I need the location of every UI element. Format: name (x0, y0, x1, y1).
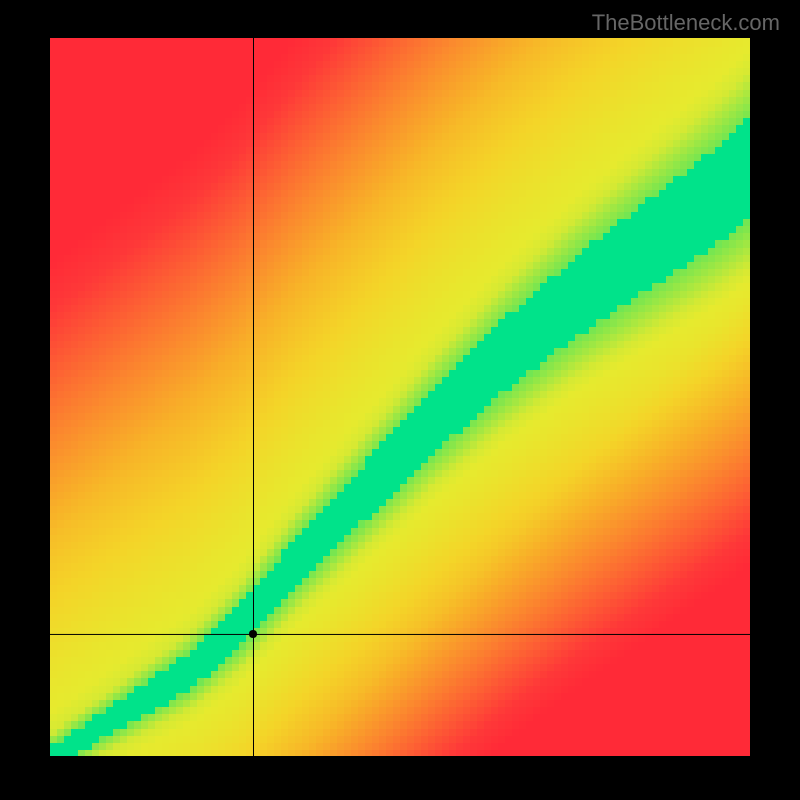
chart-container: TheBottleneck.com (0, 0, 800, 800)
heatmap-plot (50, 38, 750, 756)
watermark-text: TheBottleneck.com (592, 10, 780, 36)
heatmap-canvas (50, 38, 750, 756)
